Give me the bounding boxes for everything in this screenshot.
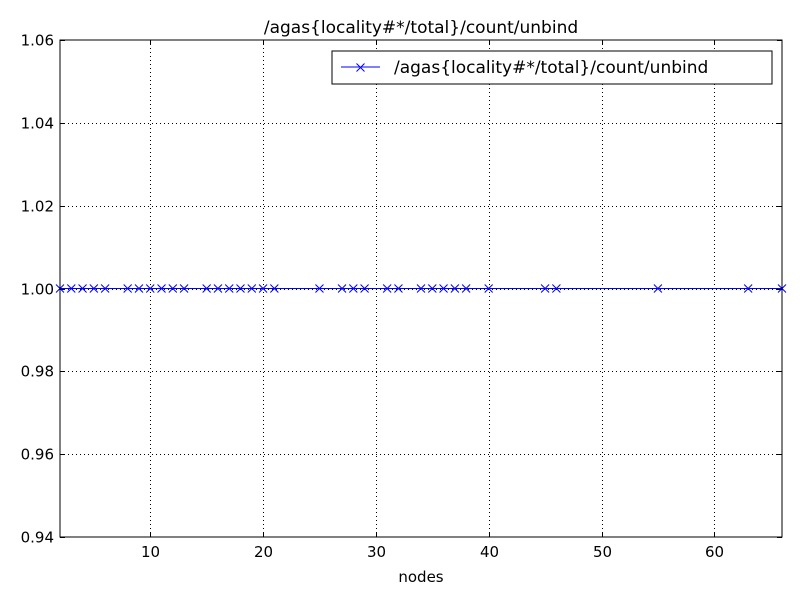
y-tick-label: 0.94 bbox=[21, 529, 54, 547]
legend-marker-x-icon bbox=[356, 63, 365, 72]
x-tick-label: 60 bbox=[705, 543, 724, 561]
y-tick-label: 1.06 bbox=[21, 32, 54, 50]
data-point-x-marker bbox=[145, 284, 155, 293]
x-tick-label: 10 bbox=[141, 543, 160, 561]
data-point-x-marker bbox=[213, 284, 223, 293]
legend-label: /agas{locality#*/total}/count/unbind bbox=[394, 58, 708, 78]
data-point-x-marker bbox=[540, 284, 550, 293]
data-point-x-marker bbox=[439, 284, 448, 293]
y-tick-label: 1.04 bbox=[21, 115, 54, 133]
y-tick-label: 1.02 bbox=[21, 198, 54, 216]
y-tick-label: 0.98 bbox=[21, 363, 54, 381]
data-point-x-marker bbox=[653, 284, 663, 293]
plot-frame bbox=[59, 39, 783, 538]
y-tick-label: 1.00 bbox=[21, 281, 54, 299]
x-tick-label: 30 bbox=[367, 543, 386, 561]
data-point-x-marker bbox=[157, 284, 166, 293]
data-point-x-marker bbox=[484, 284, 494, 293]
data-point-x-marker bbox=[202, 284, 212, 293]
chart-title: /agas{locality#*/total}/count/unbind bbox=[264, 18, 578, 38]
data-point-x-marker bbox=[78, 284, 87, 293]
x-tick-label: 20 bbox=[254, 543, 273, 561]
data-point-x-marker bbox=[416, 284, 426, 293]
data-point-x-marker bbox=[450, 284, 460, 293]
data-point-x-marker bbox=[236, 284, 245, 293]
data-point-x-marker bbox=[66, 284, 76, 293]
legend: /agas{locality#*/total}/count/unbind bbox=[331, 50, 773, 85]
data-point-x-marker bbox=[224, 284, 234, 293]
data-point-x-marker bbox=[394, 284, 403, 293]
data-point-x-marker bbox=[179, 284, 189, 293]
data-point-x-marker bbox=[461, 284, 471, 293]
data-point-x-marker bbox=[315, 284, 324, 293]
x-tick-label: 40 bbox=[480, 543, 499, 561]
data-point-x-marker bbox=[258, 284, 268, 293]
legend-box bbox=[331, 50, 773, 85]
data-point-x-marker bbox=[89, 284, 99, 293]
series bbox=[55, 284, 787, 293]
x-axis-label: nodes bbox=[398, 568, 443, 586]
data-point-x-marker bbox=[360, 284, 369, 293]
data-point-x-marker bbox=[382, 284, 392, 293]
data-point-x-marker bbox=[134, 284, 144, 293]
data-point-x-marker bbox=[427, 284, 437, 293]
data-point-x-marker bbox=[100, 284, 110, 293]
data-point-x-marker bbox=[247, 284, 257, 293]
data-point-x-marker bbox=[743, 284, 753, 293]
data-point-x-marker bbox=[348, 284, 358, 293]
data-point-x-marker bbox=[337, 284, 347, 293]
data-point-x-marker bbox=[269, 284, 279, 293]
data-point-x-marker bbox=[552, 284, 561, 293]
data-point-x-marker bbox=[123, 284, 133, 293]
data-point-x-marker bbox=[168, 284, 178, 293]
axis-ticks: 10 20 30 40 50 60 0.94 0.96 0.98 1.00 1.02 1.04 1.06 bbox=[21, 32, 782, 561]
x-tick-label: 50 bbox=[593, 543, 612, 561]
y-tick-label: 0.96 bbox=[21, 446, 54, 464]
